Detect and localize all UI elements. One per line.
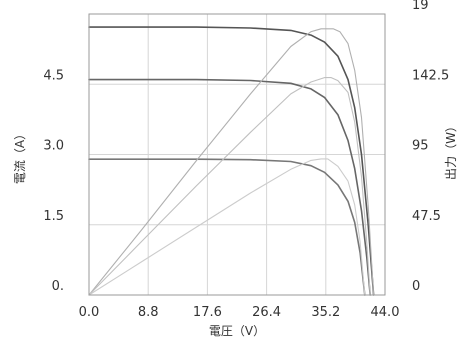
grid-lines <box>89 14 385 295</box>
x-tick-label: 0.0 <box>79 305 100 320</box>
y-right-tick-label: 0 <box>412 279 420 294</box>
y-left-tick-label: 3.0 <box>43 139 64 154</box>
y-left-axis-title: 電流（A） <box>13 128 27 184</box>
current-curve-2 <box>88 78 371 296</box>
current-curve-3 <box>88 158 366 296</box>
y-right-axis-title: 出力（W） <box>444 120 458 180</box>
y-left-tick-label: 4.5 <box>43 68 64 83</box>
current-curve-1 <box>88 26 375 296</box>
x-tick-label: 17.6 <box>193 305 222 320</box>
x-tick-label: 44.0 <box>371 305 400 320</box>
power-curve-2 <box>88 77 371 296</box>
y-right-tick-label: 47.5 <box>412 209 441 224</box>
power-curve-3 <box>88 158 366 296</box>
y-left-tick-label: 0. <box>52 279 64 294</box>
x-axis-title: 電圧（V） <box>209 324 265 338</box>
y-right-tick-label: 142.5 <box>412 68 449 83</box>
y-left-tick-label: 1.5 <box>43 209 64 224</box>
plot-border <box>88 13 386 296</box>
tick-labels: 0.0 8.8 17.6 26.4 35.2 44.0 0. 1.5 3.0 4.5 0 47.5 95… <box>43 0 449 320</box>
power-curve-1 <box>88 28 375 296</box>
y-right-tick-label: 95 <box>412 139 429 154</box>
y-right-tick-label: 19 <box>412 0 429 13</box>
series-lines <box>88 26 375 296</box>
x-tick-label: 26.4 <box>252 305 281 320</box>
x-tick-label: 8.8 <box>138 305 159 320</box>
x-tick-label: 35.2 <box>311 305 340 320</box>
